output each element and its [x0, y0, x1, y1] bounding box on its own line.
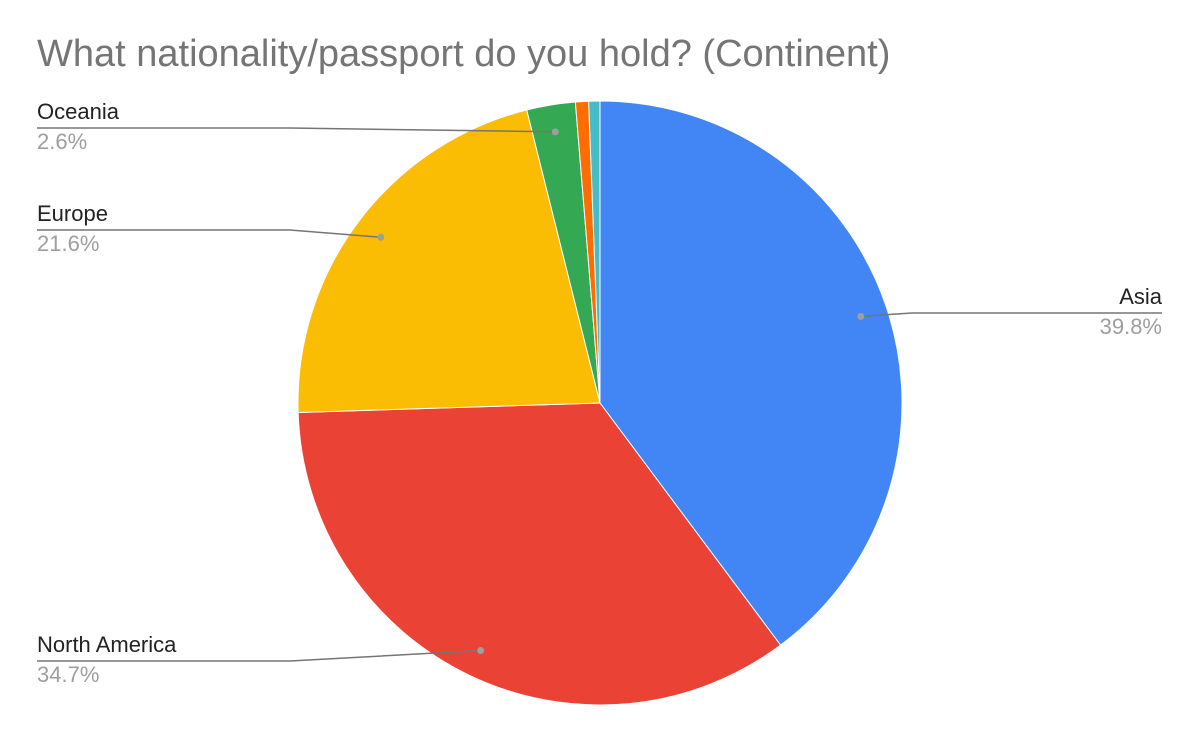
leader-dot [551, 128, 559, 136]
pie-slice [297, 109, 601, 414]
pie-slice [599, 100, 903, 646]
leader-dot [477, 647, 485, 655]
pie-slice [588, 100, 601, 404]
leader-line [37, 127, 556, 133]
slice-label: Europe [37, 201, 108, 226]
slice-value-label: 21.6% [37, 231, 99, 256]
slice-value-label: 39.8% [1100, 314, 1162, 339]
slice-label: North America [37, 632, 177, 657]
leader-line [37, 229, 381, 239]
slice-label: Oceania [37, 99, 120, 124]
slice-value-label: 34.7% [37, 662, 99, 687]
chart-title: What nationality/passport do you hold? (… [37, 33, 890, 75]
slice-value-label: 2.6% [37, 129, 87, 154]
pie-slice [297, 402, 782, 706]
slice-label: Asia [1119, 284, 1163, 309]
leader-line [37, 649, 481, 662]
leader-dot [857, 312, 865, 320]
leader-dot [377, 233, 385, 241]
leader-line [860, 312, 1162, 318]
